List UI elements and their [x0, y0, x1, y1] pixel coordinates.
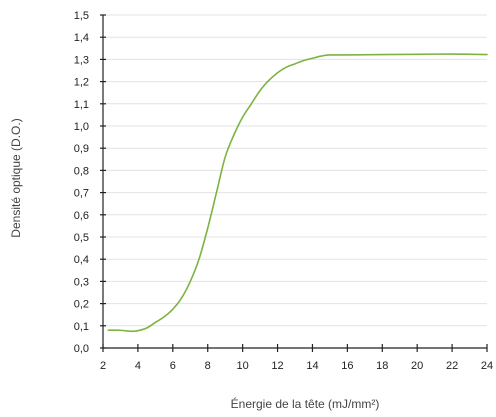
x-tick-label: 8 — [205, 360, 211, 372]
x-tick-label: 22 — [446, 360, 458, 372]
y-tick-label: 0,0 — [74, 343, 89, 355]
x-tick-label: 12 — [271, 360, 283, 372]
x-tick-label: 6 — [170, 360, 176, 372]
y-tick-label: 1,2 — [74, 77, 89, 89]
ticks — [100, 14, 488, 352]
grid-lines — [103, 14, 487, 327]
y-tick-label: 1,5 — [74, 10, 89, 22]
x-tick-label: 24 — [481, 360, 493, 372]
axes — [102, 15, 487, 349]
x-tick-label: 2 — [100, 360, 106, 372]
x-tick-label: 4 — [135, 360, 141, 372]
y-tick-label: 0,6 — [74, 210, 89, 222]
x-tick-label: 16 — [341, 360, 353, 372]
y-tick-label: 1,4 — [74, 32, 89, 44]
y-tick-label: 0,3 — [74, 276, 89, 288]
x-axis-title: Énergie de la tête (mJ/mm²) — [231, 396, 380, 411]
y-tick-label: 0,9 — [74, 143, 89, 155]
y-tick-label: 0,5 — [74, 232, 89, 244]
tick-labels: 0,0 0,1 0,2 0,3 0,4 0,5 0,6 0,7 0,8 0,9 1,0 1,1 1,2 1… — [74, 10, 493, 372]
y-tick-label: 1,3 — [74, 54, 89, 66]
y-tick-label: 0,7 — [74, 188, 89, 200]
x-tick-label: 18 — [376, 360, 388, 372]
x-tick-label: 14 — [306, 360, 318, 372]
y-tick-label: 0,4 — [74, 254, 89, 266]
x-tick-label: 10 — [237, 360, 249, 372]
y-tick-label: 0,2 — [74, 299, 89, 311]
y-tick-label: 1,0 — [74, 121, 89, 133]
y-tick-label: 1,1 — [74, 99, 89, 111]
x-tick-label: 20 — [411, 360, 423, 372]
y-axis-title: Densité optique (D.O.) — [9, 118, 23, 237]
series — [107, 53, 488, 333]
y-tick-label: 0,1 — [74, 321, 89, 333]
series-line — [107, 53, 488, 333]
y-tick-label: 0,8 — [74, 165, 89, 177]
